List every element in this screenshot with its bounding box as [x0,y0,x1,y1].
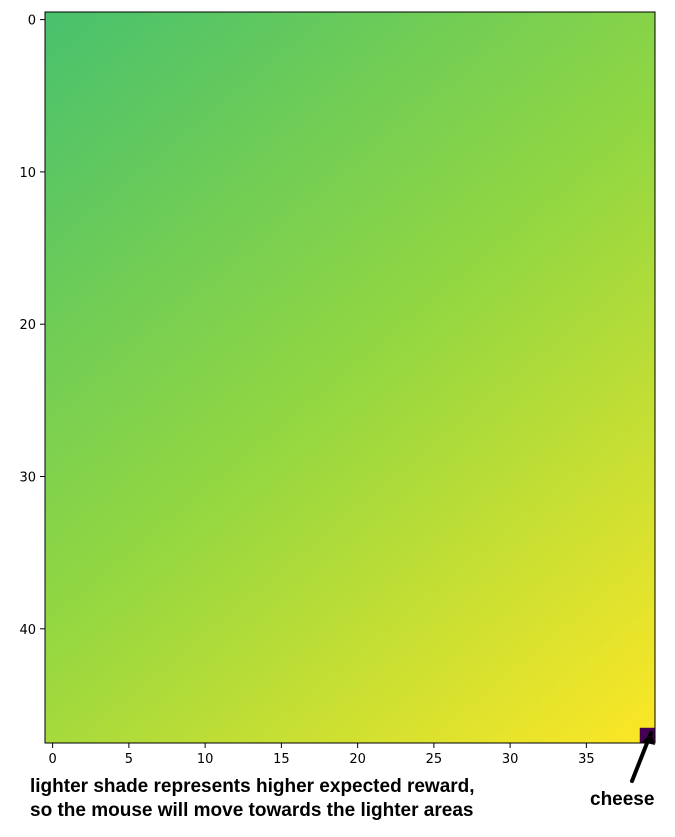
x-tick-label: 25 [426,752,443,767]
x-tick-label: 30 [502,752,519,767]
x-tick-label: 15 [273,752,290,767]
y-tick-label: 20 [19,318,36,333]
x-tick-label: 20 [349,752,366,767]
y-axis: 0 10 20 30 40 [19,14,45,638]
x-tick-label: 0 [48,752,56,767]
caption: lighter shade represents higher expected… [30,775,475,823]
y-tick-label: 30 [19,470,36,485]
arrow-head [642,733,655,745]
x-tick-label: 35 [578,752,595,767]
y-tick-label: 0 [28,14,36,29]
x-tick-label: 10 [197,752,214,767]
y-tick-label: 40 [19,623,36,638]
plot-frame [44,11,656,744]
cheese-label: cheese [590,789,655,810]
heatmap-field [45,12,655,743]
x-tick-label: 5 [125,752,133,767]
caption-line-2: so the mouse will move towards the light… [30,800,474,821]
plot-area [44,11,656,744]
caption-line-1: lighter shade represents higher expected… [30,776,475,797]
y-tick-label: 10 [19,166,36,181]
cheese-arrow [630,731,655,783]
x-axis: 0 5 10 15 20 25 30 35 [48,743,595,767]
